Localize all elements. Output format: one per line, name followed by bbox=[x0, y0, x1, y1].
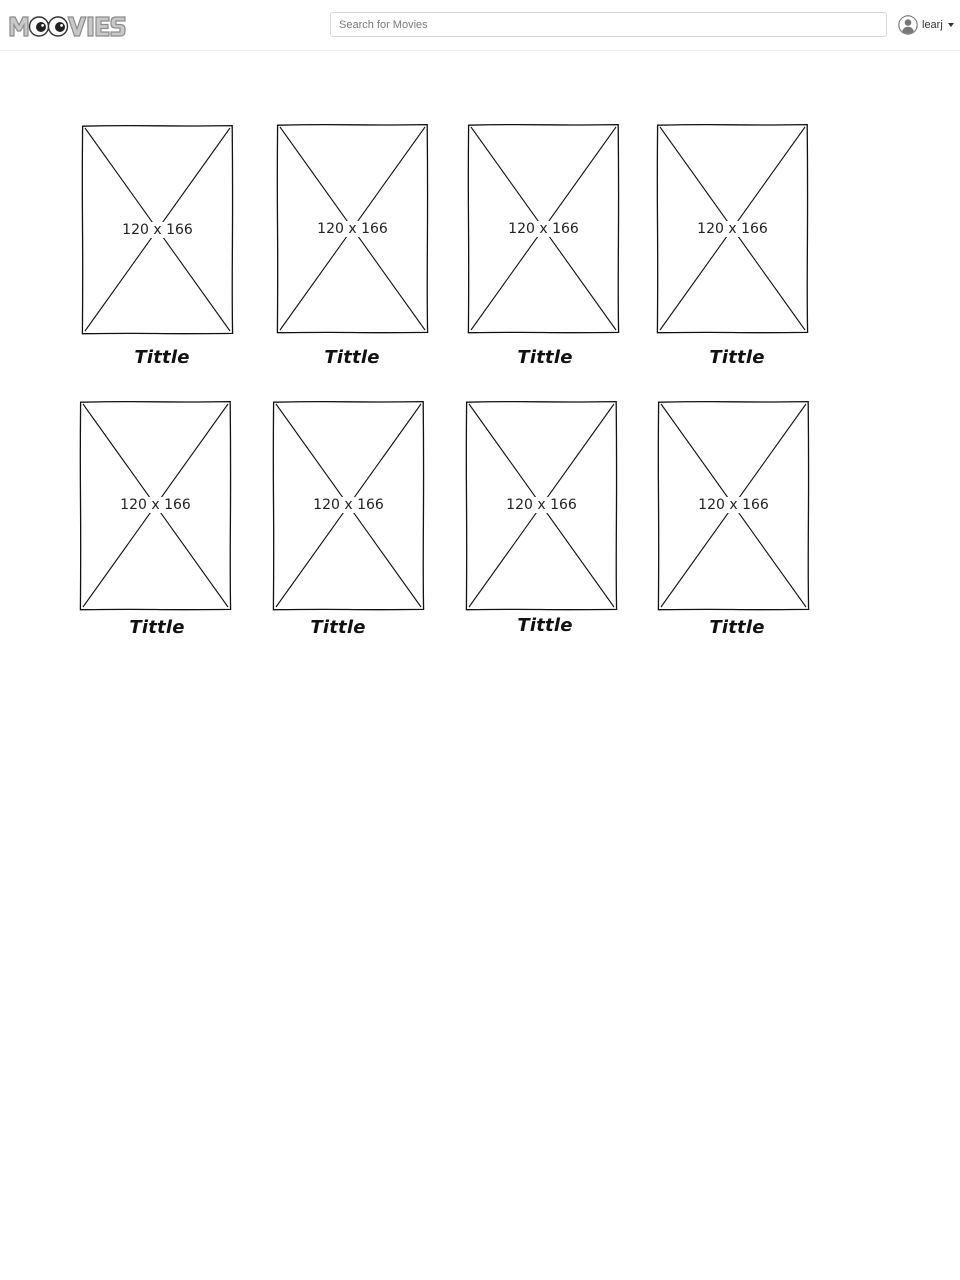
moovies-logo[interactable] bbox=[8, 14, 128, 38]
movie-title[interactable]: Tittle bbox=[517, 347, 573, 368]
username-label[interactable]: learj bbox=[922, 19, 943, 31]
search-input[interactable] bbox=[330, 12, 887, 37]
movie-poster-placeholder[interactable]: 120 x 166 bbox=[467, 123, 620, 334]
movie-title[interactable]: Tittle bbox=[517, 615, 573, 636]
movie-poster-placeholder[interactable]: 120 x 166 bbox=[465, 400, 618, 611]
movie-title[interactable]: Tittle bbox=[709, 347, 765, 368]
movie-poster-placeholder[interactable]: 120 x 166 bbox=[272, 400, 425, 611]
user-menu[interactable]: learj bbox=[898, 14, 954, 36]
movie-title[interactable]: Tittle bbox=[324, 347, 380, 368]
movie-poster-placeholder[interactable]: 120 x 166 bbox=[656, 123, 809, 334]
movie-title[interactable]: Tittle bbox=[310, 617, 366, 638]
top-navbar: learj bbox=[0, 0, 960, 51]
movie-poster-placeholder[interactable]: 120 x 166 bbox=[81, 124, 234, 335]
caret-down-icon[interactable] bbox=[947, 23, 954, 27]
movie-poster-placeholder[interactable]: 120 x 166 bbox=[276, 123, 429, 334]
movie-poster-placeholder[interactable]: 120 x 166 bbox=[657, 400, 810, 611]
user-avatar-icon[interactable] bbox=[898, 15, 918, 35]
movie-poster-placeholder[interactable]: 120 x 166 bbox=[79, 400, 232, 611]
movie-title[interactable]: Tittle bbox=[134, 347, 190, 368]
movie-title[interactable]: Tittle bbox=[709, 617, 765, 638]
movie-title[interactable]: Tittle bbox=[129, 617, 185, 638]
